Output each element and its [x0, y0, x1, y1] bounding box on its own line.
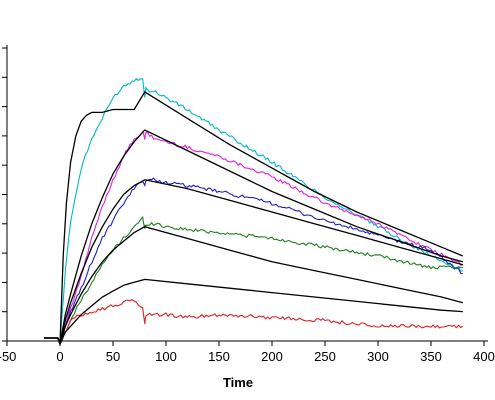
measured-curve-1	[44, 130, 463, 346]
x-tick-label: 350	[420, 349, 442, 364]
measured-curve-3	[44, 215, 463, 346]
x-tick-label: -50	[0, 349, 16, 364]
x-tick-label: 50	[106, 349, 120, 364]
fit-curve-7	[44, 179, 463, 347]
x-tick-label: 300	[367, 349, 389, 364]
measured-curve-0	[44, 78, 463, 345]
fit-curve-5	[44, 90, 464, 345]
x-ticks: -50 0 50 100 150 200 250 300 350 400	[0, 341, 495, 364]
x-tick-label: 0	[56, 349, 63, 364]
x-tick-label: 150	[208, 349, 230, 364]
x-tick-label: 400	[473, 349, 495, 364]
fit-curve-6	[44, 129, 463, 347]
fit-curve-9	[44, 278, 463, 346]
y-ticks	[2, 47, 7, 342]
x-axis-title: Time	[223, 375, 253, 390]
fit-curve-8	[44, 226, 463, 346]
plot-lines	[44, 78, 464, 347]
x-tick-label: 100	[155, 349, 177, 364]
x-tick-label: 200	[261, 349, 283, 364]
x-tick-label: 250	[314, 349, 336, 364]
measured-curve-4	[44, 298, 464, 346]
